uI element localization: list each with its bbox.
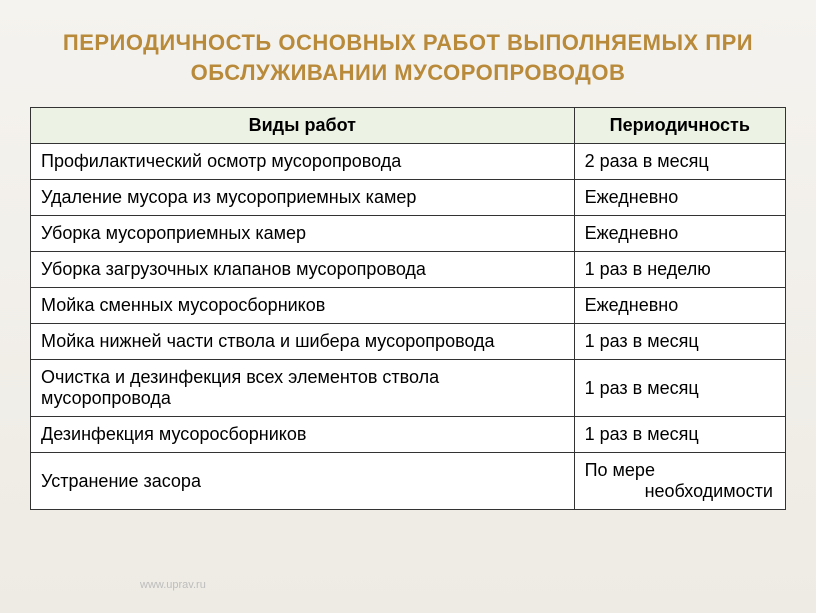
cell-freq: По меренеобходимости [574, 453, 785, 510]
cell-work: Устранение засора [31, 453, 575, 510]
table-row: Профилактический осмотр мусоропровода2 р… [31, 144, 786, 180]
table-header-row: Виды работ Периодичность [31, 108, 786, 144]
cell-work: Очистка и дезинфекция всех элементов ств… [31, 360, 575, 417]
cell-freq: Ежедневно [574, 216, 785, 252]
table-body: Профилактический осмотр мусоропровода2 р… [31, 144, 786, 510]
cell-freq: 1 раз в месяц [574, 360, 785, 417]
watermark: www.uprav.ru [140, 579, 206, 591]
cell-work: Уборка загрузочных клапанов мусоропровод… [31, 252, 575, 288]
cell-work: Удаление мусора из мусороприемных камер [31, 180, 575, 216]
title-line-1: ПЕРИОДИЧНОСТЬ ОСНОВНЫХ РАБОТ ВЫПОЛНЯЕМЫХ… [40, 28, 776, 58]
table-row: Мойка сменных мусоросборниковЕжедневно [31, 288, 786, 324]
title-line-2: ОБСЛУЖИВАНИИ МУСОРОПРОВОДОВ [40, 58, 776, 88]
table-row: Мойка нижней части ствола и шибера мусор… [31, 324, 786, 360]
cell-freq: Ежедневно [574, 180, 785, 216]
maintenance-table: Виды работ Периодичность Профилактически… [30, 107, 786, 510]
cell-freq: 1 раз в месяц [574, 324, 785, 360]
table-row: Очистка и дезинфекция всех элементов ств… [31, 360, 786, 417]
cell-work: Мойка нижней части ствола и шибера мусор… [31, 324, 575, 360]
col-header-freq: Периодичность [574, 108, 785, 144]
cell-freq: Ежедневно [574, 288, 785, 324]
cell-freq: 2 раза в месяц [574, 144, 785, 180]
table-row: Устранение засораПо меренеобходимости [31, 453, 786, 510]
table-row: Дезинфекция мусоросборников1 раз в месяц [31, 417, 786, 453]
table-container: Виды работ Периодичность Профилактически… [0, 97, 816, 510]
col-header-work: Виды работ [31, 108, 575, 144]
cell-freq: 1 раз в неделю [574, 252, 785, 288]
table-row: Удаление мусора из мусороприемных камерЕ… [31, 180, 786, 216]
table-row: Уборка мусороприемных камерЕжедневно [31, 216, 786, 252]
cell-work: Профилактический осмотр мусоропровода [31, 144, 575, 180]
cell-work: Уборка мусороприемных камер [31, 216, 575, 252]
cell-work: Мойка сменных мусоросборников [31, 288, 575, 324]
table-row: Уборка загрузочных клапанов мусоропровод… [31, 252, 786, 288]
cell-freq: 1 раз в месяц [574, 417, 785, 453]
cell-work: Дезинфекция мусоросборников [31, 417, 575, 453]
slide-title: ПЕРИОДИЧНОСТЬ ОСНОВНЫХ РАБОТ ВЫПОЛНЯЕМЫХ… [0, 0, 816, 97]
